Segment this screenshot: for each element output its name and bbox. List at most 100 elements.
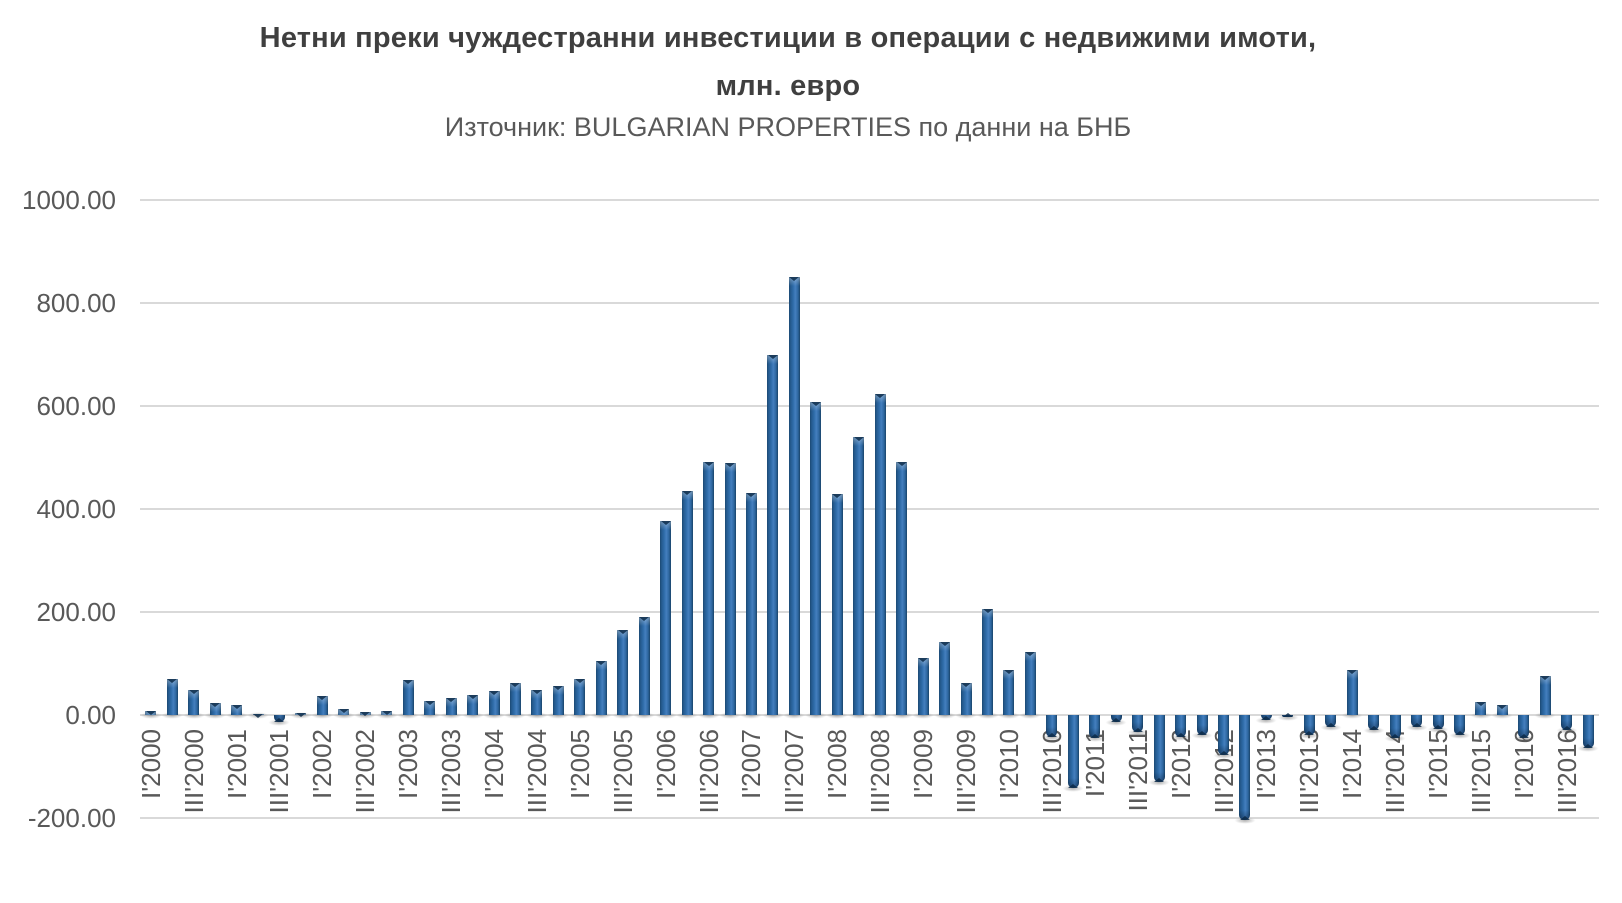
bar-IV'2007 xyxy=(810,401,822,715)
bar-I'2006 xyxy=(660,520,672,715)
bar-shadow xyxy=(1255,717,1278,725)
bar-IV'2016 xyxy=(1582,715,1594,749)
y-axis-label: 0.00 xyxy=(65,700,116,730)
x-axis-label: III'2006 xyxy=(693,729,724,814)
bar-II'2001 xyxy=(252,713,264,717)
bar-I'2002 xyxy=(316,696,328,715)
y-axis-label: 600.00 xyxy=(36,391,116,421)
bar-I'2003 xyxy=(402,679,414,715)
x-axis-label: III'2010 xyxy=(1036,729,1067,814)
bar-shadow xyxy=(1126,728,1149,736)
bar-shadow xyxy=(525,712,548,719)
bar-IV'2003 xyxy=(467,695,479,715)
bar-shadow xyxy=(418,712,441,719)
bar-shadow xyxy=(483,712,506,719)
bar-shadow xyxy=(633,712,656,719)
bar-IV'2001 xyxy=(295,712,307,718)
bar-shadow xyxy=(1384,735,1407,743)
bar-II'2010 xyxy=(1024,651,1036,715)
bar-I'2009 xyxy=(917,658,929,715)
x-axis-label: I'2000 xyxy=(135,729,166,800)
chart-title-line1: Нетни преки чуждестранни инвестиции в оп… xyxy=(259,22,1317,54)
bar-I'2013 xyxy=(1260,715,1272,721)
gridline--200 xyxy=(140,817,1599,819)
bar-shadow xyxy=(783,712,806,719)
bar-shadow xyxy=(1405,723,1428,731)
bar-shadow xyxy=(268,718,291,726)
bar-III'2001 xyxy=(273,715,285,722)
y-axis-label: 200.00 xyxy=(36,597,116,627)
x-axis-label: I'2004 xyxy=(479,729,510,800)
bar-shadow xyxy=(1319,723,1342,731)
x-axis-label: III'2008 xyxy=(865,729,896,814)
bar-IV'2013 xyxy=(1325,715,1337,727)
y-axis-label: 400.00 xyxy=(36,494,116,524)
bar-III'2003 xyxy=(445,698,457,715)
bar-IV'2009 xyxy=(982,608,993,715)
x-axis-label: III'2004 xyxy=(521,729,552,814)
bar-shadow xyxy=(1019,712,1042,719)
x-axis-label: III'2005 xyxy=(607,729,638,814)
bar-shadow xyxy=(1341,712,1364,719)
x-axis-label: I'2014 xyxy=(1337,729,1368,800)
x-axis-label: III'2016 xyxy=(1551,729,1582,814)
bar-shadow xyxy=(1469,712,1492,719)
bar-shadow xyxy=(1555,726,1578,734)
bar-shadow xyxy=(332,712,355,719)
bar-IV'2004 xyxy=(552,685,564,715)
bar-IV'2005 xyxy=(638,616,650,715)
bar-II'2012 xyxy=(1196,715,1208,736)
bar-shadow xyxy=(161,712,184,719)
x-axis-label: III'2009 xyxy=(951,729,982,814)
bar-III'2007 xyxy=(788,277,800,715)
x-axis-label: III'2003 xyxy=(436,729,467,814)
x-axis-label: I'2006 xyxy=(650,729,681,800)
bar-III'2016 xyxy=(1561,715,1573,730)
x-axis-label: III'2001 xyxy=(264,729,295,814)
bar-III'2013 xyxy=(1303,715,1315,736)
bar-shadow xyxy=(1062,784,1085,792)
bar-III'2014 xyxy=(1389,715,1401,739)
bar-II'2014 xyxy=(1368,715,1380,730)
bar-shadow xyxy=(1233,817,1256,825)
bar-II'2015 xyxy=(1454,715,1466,736)
bar-III'2010 xyxy=(1046,715,1058,737)
bar-shadow xyxy=(740,712,763,719)
bar-IV'2011 xyxy=(1153,715,1165,783)
x-axis-label: III'2011 xyxy=(1122,729,1153,812)
bar-III'2005 xyxy=(617,630,629,715)
x-axis-label: I'2008 xyxy=(822,729,853,800)
bar-I'2010 xyxy=(1003,670,1015,715)
bar-shadow xyxy=(890,712,913,719)
x-axis-label: I'2003 xyxy=(393,729,424,800)
bar-I'2015 xyxy=(1432,715,1444,730)
bar-shadow xyxy=(568,712,591,719)
bar-shadow xyxy=(1298,732,1321,740)
bar-shadow xyxy=(997,712,1020,719)
y-axis-label: 1000.00 xyxy=(22,185,116,215)
bar-III'2002 xyxy=(359,711,371,717)
bar-shadow xyxy=(1427,726,1450,734)
bar-shadow xyxy=(804,712,827,719)
x-axis-label: I'2009 xyxy=(908,729,939,800)
bar-I'2011 xyxy=(1089,715,1101,738)
bar-shadow xyxy=(1577,745,1600,753)
bar-I'2007 xyxy=(745,493,757,715)
bar-IV'2014 xyxy=(1411,715,1423,727)
bar-shadow xyxy=(654,712,677,719)
x-axis-label: I'2007 xyxy=(736,729,767,800)
bar-shadow xyxy=(1512,734,1535,742)
y-axis-label: 800.00 xyxy=(36,288,116,318)
bar-shadow xyxy=(1105,718,1128,726)
x-axis-label: III'2015 xyxy=(1465,729,1496,814)
bar-shadow xyxy=(1191,732,1214,740)
bar-III'2006 xyxy=(703,462,715,715)
x-axis-label: I'2013 xyxy=(1251,729,1282,800)
bar-shadow xyxy=(1534,712,1557,719)
x-axis-label: III'2013 xyxy=(1294,729,1325,814)
bar-II'2006 xyxy=(681,491,693,715)
bar-IV'2012 xyxy=(1239,715,1251,821)
bar-shadow xyxy=(1276,713,1299,721)
bar-shadow xyxy=(1083,734,1106,742)
